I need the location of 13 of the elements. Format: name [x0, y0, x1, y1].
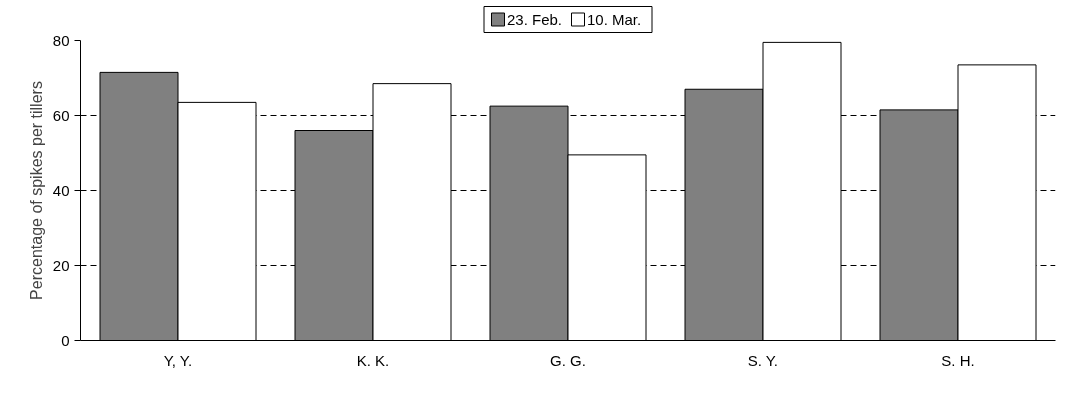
x-tick-label: Y, Y.	[163, 351, 193, 369]
y-tick-label: 60	[52, 106, 70, 124]
y-tick-label: 80	[52, 31, 70, 49]
x-tick-label: S. H.	[941, 351, 975, 369]
legend-label: 10. Mar.	[587, 11, 642, 28]
y-tick-label: 40	[52, 181, 70, 199]
x-tick-label: S. Y.	[747, 351, 779, 369]
y-tick-label: 20	[52, 256, 70, 274]
x-tick-label: G. G.	[550, 351, 586, 369]
y-axis-title: Percentage of spikes per tillers	[27, 81, 45, 300]
y-tick-label: 0	[61, 331, 70, 349]
x-tick-label: K. K.	[356, 351, 390, 369]
legend-label: 23. Feb.	[507, 11, 563, 28]
